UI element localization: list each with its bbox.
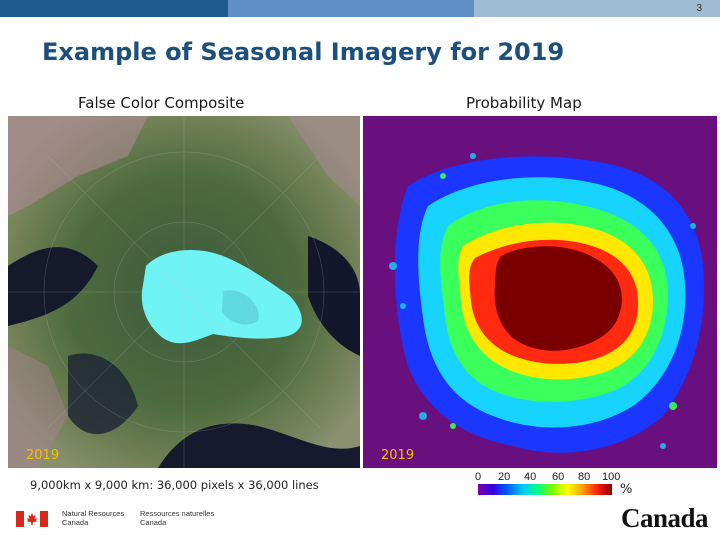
left-panel-caption: False Color Composite bbox=[78, 94, 245, 112]
legend-tick: 60 bbox=[552, 471, 565, 483]
slide-title: Example of Seasonal Imagery for 2019 bbox=[42, 38, 565, 66]
dept-fr-line2: Canada bbox=[140, 518, 167, 527]
legend-tick: 0 bbox=[475, 471, 482, 483]
right-year-label: 2019 bbox=[381, 448, 415, 463]
legend-tick: 100 bbox=[602, 471, 621, 483]
top-banner: 3 bbox=[0, 0, 720, 17]
banner-segment-mid bbox=[228, 0, 474, 17]
false-color-composite-image: 2019 bbox=[8, 116, 360, 468]
dept-name-en: Natural Resources Canada bbox=[62, 509, 124, 527]
dept-name-fr: Ressources naturelles Canada bbox=[140, 509, 214, 527]
legend-tick: 20 bbox=[498, 471, 511, 483]
legend-tick: 80 bbox=[578, 471, 591, 483]
canada-wordmark: Canada bbox=[620, 503, 709, 533]
page-number: 3 bbox=[696, 3, 702, 14]
dept-en-line2: Canada bbox=[62, 518, 89, 527]
dept-fr-line1: Ressources naturelles bbox=[140, 509, 215, 518]
canada-flag-icon bbox=[16, 511, 48, 527]
right-panel-caption: Probability Map bbox=[466, 94, 582, 112]
banner-segment-light bbox=[474, 0, 720, 17]
probability-legend: 0 20 40 60 80 100 % bbox=[474, 471, 634, 501]
banner-segment-dark bbox=[0, 0, 228, 17]
left-year-label: 2019 bbox=[26, 448, 60, 463]
footer: Natural Resources Canada Ressources natu… bbox=[0, 503, 720, 540]
legend-unit: % bbox=[620, 482, 633, 497]
legend-ticks: 0 20 40 60 80 100 bbox=[474, 471, 624, 483]
legend-tick: 40 bbox=[524, 471, 537, 483]
dept-en-line1: Natural Resources bbox=[62, 509, 125, 518]
probability-map-image: 2019 bbox=[363, 116, 717, 468]
dimensions-note: 9,000km x 9,000 km: 36,000 pixels x 36,0… bbox=[30, 478, 319, 492]
legend-color-bar bbox=[478, 484, 612, 495]
